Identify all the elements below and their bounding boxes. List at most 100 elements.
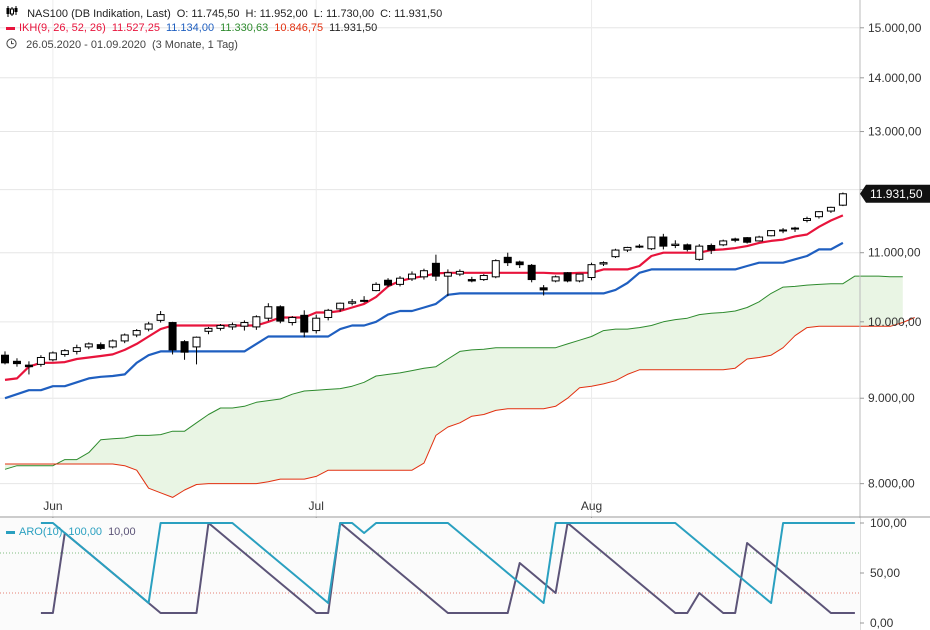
candle — [683, 243, 692, 252]
candle — [551, 275, 560, 283]
candle — [814, 211, 823, 219]
candle — [467, 276, 476, 283]
candle — [396, 276, 405, 287]
aroon-tick-label: 100,00 — [870, 516, 907, 530]
candle-body — [791, 227, 800, 230]
candle-body — [252, 316, 261, 328]
date-range: 26.05.2020 - 01.09.2020 — [26, 39, 146, 51]
candle — [527, 263, 536, 283]
candle-body — [216, 324, 225, 329]
candle — [623, 246, 632, 253]
candle — [312, 314, 321, 334]
candle — [324, 308, 333, 321]
candle — [192, 336, 201, 365]
candle — [563, 272, 572, 283]
candle — [24, 361, 33, 375]
candle — [419, 268, 428, 280]
candle-body — [443, 272, 452, 277]
candle-body — [228, 324, 237, 328]
candle — [779, 228, 788, 234]
candle-body — [72, 347, 81, 352]
candle — [1, 351, 9, 365]
legend-ikh: IKH(9, 26, 52, 26) 11.527,25 11.134,00 11.3… — [6, 22, 383, 34]
ikh-value-3: 11.330,63 — [220, 22, 269, 34]
candle — [372, 282, 381, 292]
x-tick-label: Aug — [581, 499, 602, 513]
ohlc-close: C: 11.931,50 — [380, 8, 443, 20]
candle-body — [396, 277, 405, 285]
y-tick-label: 10.000,00 — [868, 315, 922, 329]
candle-body — [635, 245, 644, 248]
price-badge-value: 11.931,50 — [870, 187, 923, 201]
candle-body — [156, 314, 165, 321]
candle — [48, 351, 57, 362]
candle — [180, 340, 189, 360]
candle — [108, 339, 117, 349]
ikh-value-2: 11.134,00 — [165, 22, 215, 34]
candle-body — [372, 283, 381, 292]
candle-body — [587, 264, 596, 279]
y-tick-label: 9.000,00 — [868, 391, 915, 405]
y-tick-label: 15.000,00 — [868, 21, 922, 35]
candle-body — [1, 354, 9, 364]
ohlc-open: O: 11.745,50 — [176, 8, 240, 20]
candle-body — [300, 314, 309, 333]
candle — [802, 216, 811, 223]
candle-body — [419, 270, 428, 278]
candle — [60, 349, 69, 357]
candle-body — [491, 260, 500, 278]
candle — [348, 298, 357, 306]
candle-body — [743, 237, 752, 243]
price-badge-shape — [860, 184, 930, 203]
aroon-tick-label: 50,00 — [870, 566, 900, 580]
candle — [671, 240, 680, 249]
candle-body — [659, 236, 668, 247]
candle — [719, 239, 728, 247]
candle — [611, 248, 620, 258]
aroon-background — [0, 518, 860, 630]
y-tick-label: 11.000,00 — [868, 246, 921, 260]
ikh-value-5: 11.931,50 — [329, 22, 378, 34]
candle — [731, 237, 740, 243]
candle — [431, 254, 440, 281]
aroon-down-value: 10,00 — [108, 526, 136, 538]
ichimoku-cloud — [5, 276, 903, 498]
candle-body — [36, 356, 45, 365]
candle — [838, 192, 847, 207]
candle — [575, 273, 584, 283]
cloud-fill — [5, 276, 903, 498]
candle-body — [707, 244, 716, 251]
candle-body — [479, 274, 488, 281]
aroon-up-value: 100,00 — [68, 526, 103, 538]
candle-body — [180, 341, 189, 353]
candle — [276, 305, 285, 324]
aroon-tick-label: 0,00 — [870, 616, 894, 630]
candle-body — [336, 302, 345, 310]
aroon-label: ARO(10) — [19, 526, 63, 538]
candle — [407, 271, 416, 281]
candle — [503, 252, 512, 267]
ikh-line-icon — [6, 26, 15, 30]
candle-body — [467, 279, 476, 282]
y-tick-label: 13.000,00 — [868, 125, 922, 139]
candle — [120, 333, 129, 344]
legend-aroon: ARO(10) 100,00 10,00 — [6, 526, 142, 538]
candle-body — [276, 306, 285, 322]
candle-body — [84, 343, 93, 348]
candles — [1, 192, 847, 375]
price-badge: 11.931,50 — [860, 184, 930, 203]
candle — [647, 236, 656, 251]
candle — [216, 323, 225, 331]
candles-icon — [6, 6, 21, 20]
candle — [587, 262, 596, 281]
candle — [659, 233, 668, 250]
candle-body — [731, 238, 740, 241]
candle — [479, 274, 488, 281]
candle-body — [767, 230, 776, 237]
aroon-down-line — [40, 522, 855, 614]
candle-body — [96, 344, 105, 349]
instrument-title: NAS100 (DB Indikation, Last) — [27, 8, 171, 20]
kijun-sen-line — [4, 241, 844, 400]
candle-body — [551, 276, 560, 282]
candle — [228, 322, 237, 330]
